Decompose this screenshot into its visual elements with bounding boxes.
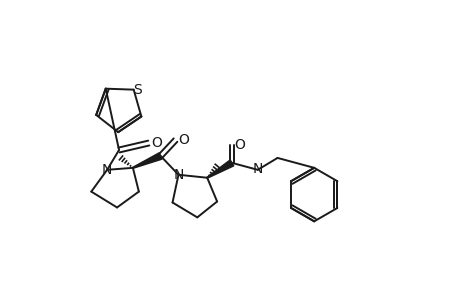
Text: N: N — [102, 163, 112, 177]
Text: N: N — [173, 168, 183, 182]
Text: S: S — [133, 83, 142, 97]
Text: N: N — [252, 162, 263, 176]
Polygon shape — [207, 160, 233, 178]
Text: O: O — [234, 138, 245, 152]
Text: O: O — [151, 136, 162, 150]
Polygon shape — [133, 153, 162, 168]
Text: O: O — [178, 133, 189, 147]
